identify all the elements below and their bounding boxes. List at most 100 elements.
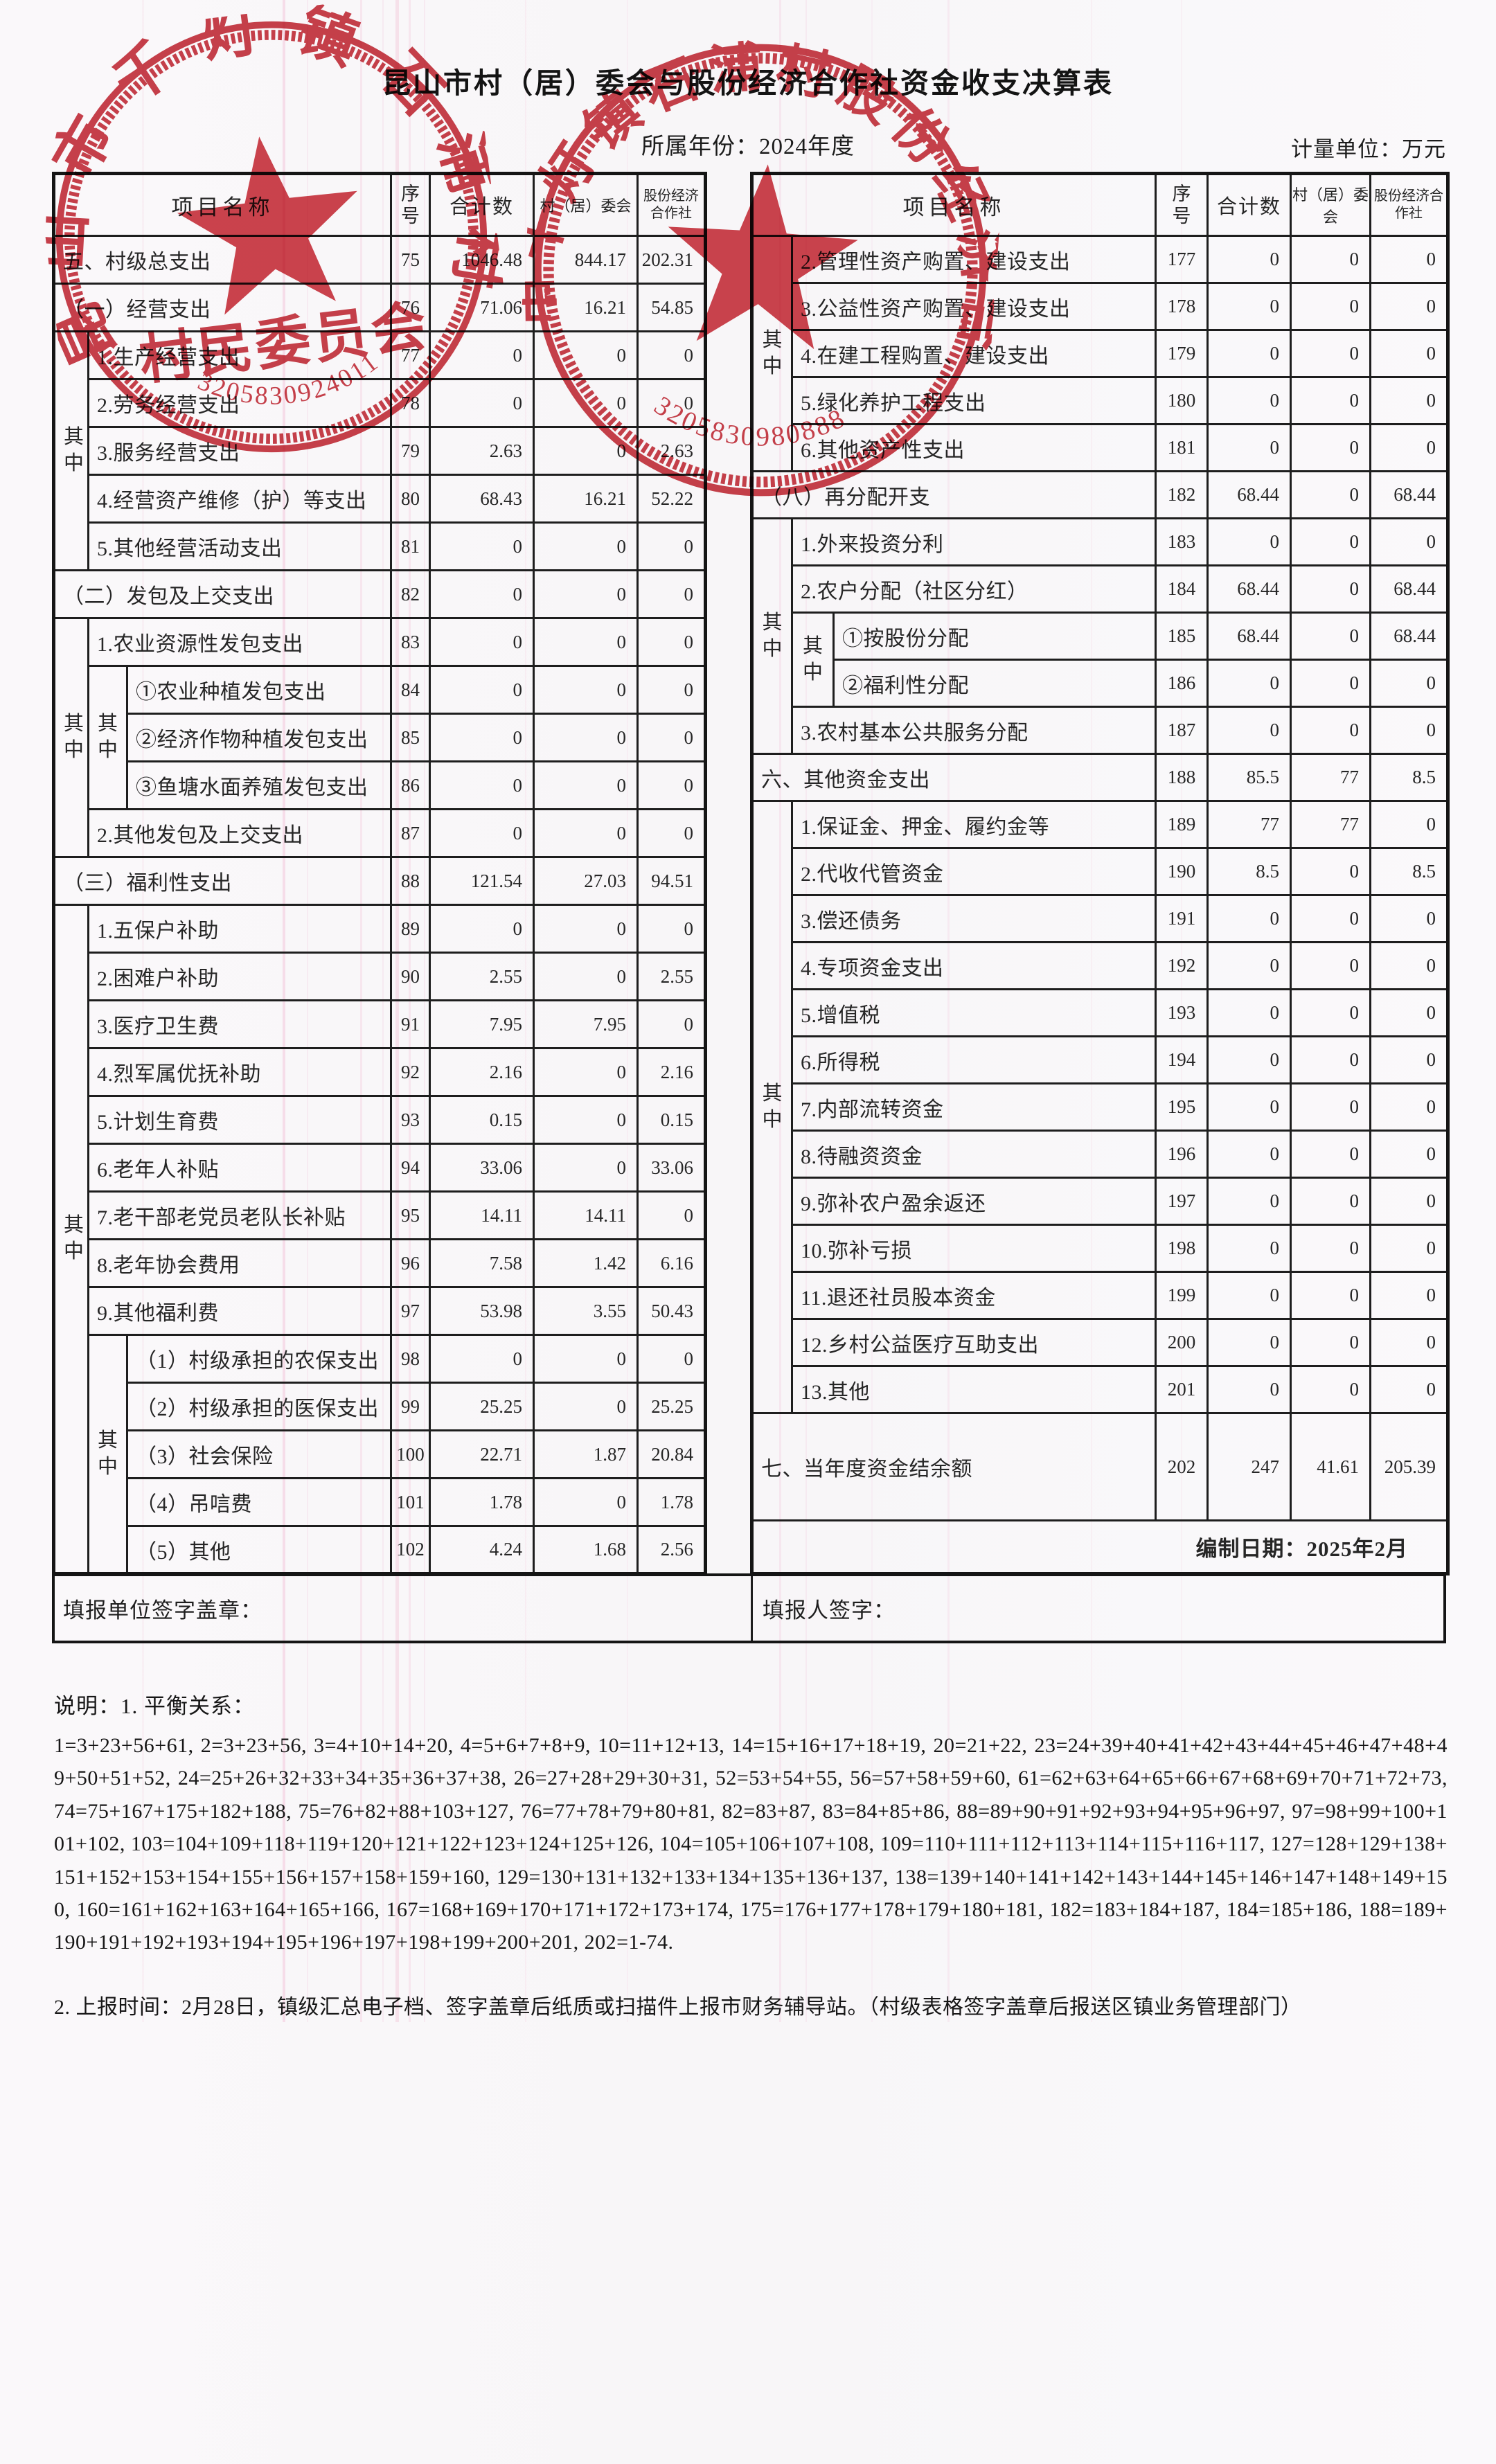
table-row: 其中 1.五保户补助 89 0 0 0 [53, 904, 707, 1575]
expenditure-table-left: 项目名称 序号 合计数 村（居）委会 股份经济合作社 五、村级总支出751046… [52, 172, 708, 1575]
cell-total: 7.58 [429, 1238, 535, 1288]
col-header-coop: 股份经济合作社 [1369, 172, 1450, 237]
cell-seq: 100 [390, 1429, 431, 1479]
cell-total: 0 [429, 378, 535, 428]
cell-seq: 102 [390, 1525, 431, 1575]
cell-seq: 98 [390, 1334, 431, 1384]
stamp-village-committee: 昆山市千灯镇石浦村 村民委员会 3205830924011 [21, 0, 522, 453]
item-name: 1.外来投资分利 [790, 517, 1157, 566]
sign-person-label: 填报人签字： [763, 1598, 896, 1623]
col-header-committee: 村（居）委会 [1290, 172, 1372, 237]
item-name: （一）经营支出 [52, 283, 393, 332]
cell-seq: 95 [390, 1190, 431, 1240]
table-row: （二）发包及上交支出 82 0 0 0 [52, 569, 707, 619]
stamp-ring-rope [64, 30, 479, 444]
item-name: 六、其他资金支出 [750, 753, 1157, 802]
cell-committee: 0 [1290, 470, 1372, 519]
table-row: 7.老干部老党员老队长补贴 95 14.11 14.11 0 [54, 1190, 707, 1240]
group-label-qizhong: 其中 [791, 611, 835, 708]
cell-committee: 0 [533, 808, 639, 858]
cell-seq: 183 [1155, 517, 1209, 566]
cell-total: 33.06 [429, 1143, 535, 1193]
table-header-row: 项目名称 序号 合计数 村（居）委会 股份经济合作社 [750, 172, 1450, 237]
cell-total: 0 [1206, 659, 1292, 708]
cell-coop: 1.78 [636, 1477, 707, 1527]
table-row: 11.退还社员股本资金 199 0 0 0 [752, 1271, 1450, 1320]
cell-total: 0 [429, 760, 535, 810]
cell-total: 0 [429, 521, 535, 571]
table-row: 12.乡村公益医疗互助支出 200 0 0 0 [752, 1318, 1450, 1367]
table-row: 编制日期：2025年2月 [750, 1519, 1450, 1575]
fiscal-year-label: 所属年份：2024年度 [641, 134, 855, 159]
cell-seq: 177 [1155, 235, 1209, 284]
item-name: ①按股份分配 [832, 611, 1157, 661]
stamp-ring-rope [543, 53, 978, 488]
group-label-qizhong: 其中 [87, 1334, 128, 1575]
item-name: 2.困难户补助 [87, 952, 393, 1001]
cell-coop: 0 [1369, 376, 1450, 425]
cell-coop: 0 [1369, 1082, 1450, 1132]
cell-coop: 50.43 [636, 1286, 707, 1336]
table-row: （八）再分配开支 182 68.44 0 68.44 [750, 470, 1450, 519]
cell-coop: 2.55 [636, 952, 707, 1001]
cell-seq: 89 [390, 904, 431, 954]
cell-coop: 0 [636, 999, 707, 1049]
cell-committee: 0 [1290, 1224, 1372, 1273]
cell-seq: 99 [390, 1382, 431, 1431]
cell-seq: 97 [390, 1286, 431, 1336]
col-header-name: 项目名称 [750, 172, 1157, 237]
cell-total: 0 [1206, 517, 1292, 566]
item-name: ②福利性分配 [832, 659, 1157, 708]
cell-seq: 198 [1155, 1224, 1209, 1273]
cell-total: 4.24 [429, 1525, 535, 1575]
cell-seq: 79 [390, 426, 431, 476]
cell-coop: 68.44 [1369, 470, 1450, 519]
item-name: 3.医疗卫生费 [87, 999, 393, 1049]
cell-total: 22.71 [429, 1429, 535, 1479]
cell-seq: 92 [390, 1047, 431, 1097]
cell-committee: 41.61 [1290, 1412, 1372, 1521]
cell-seq: 88 [390, 856, 431, 906]
table-row: 2.代收代管资金 190 8.5 0 8.5 [752, 847, 1450, 896]
cell-total: 14.11 [429, 1190, 535, 1240]
table-row: （5）其他 102 4.24 1.68 2.56 [54, 1525, 707, 1575]
notes-heading: 说明：1. 平衡关系： [54, 1694, 255, 1718]
cell-seq: 194 [1155, 1035, 1209, 1084]
cell-total: 25.25 [429, 1382, 535, 1431]
item-name: 五、村级总支出 [52, 235, 393, 285]
cell-seq: 193 [1155, 988, 1209, 1037]
cell-seq: 179 [1155, 329, 1209, 378]
table-row: 其中 ①农业种植发包支出 84 0 0 0 [54, 665, 707, 810]
cell-coop: 0 [636, 569, 707, 619]
cell-total: 1.78 [429, 1477, 535, 1527]
cell-coop: 0 [1369, 706, 1450, 755]
cell-total: 0 [429, 665, 535, 715]
item-name: 7.内部流转资金 [790, 1082, 1157, 1132]
item-name: （二）发包及上交支出 [52, 569, 393, 619]
cell-committee: 0 [1290, 941, 1372, 990]
cell-committee: 0 [533, 760, 639, 810]
cell-coop: 0 [1369, 517, 1450, 566]
cell-seq: 80 [390, 474, 431, 524]
table-row: 6.所得税 194 0 0 0 [752, 1035, 1450, 1084]
table-row: 3.偿还债务 191 0 0 0 [752, 894, 1450, 943]
cell-seq: 190 [1155, 847, 1209, 896]
table-row: 其中 2.管理性资产购置、建设支出 177 0 0 0 [751, 235, 1450, 472]
item-name: 11.退还社员股本资金 [790, 1271, 1157, 1320]
item-name: 七、当年度资金结余额 [750, 1412, 1157, 1521]
cell-total: 0 [1206, 282, 1292, 331]
cell-committee: 0 [1290, 988, 1372, 1037]
cell-coop: 54.85 [636, 283, 707, 332]
cell-seq: 96 [390, 1238, 431, 1288]
cell-total: 0 [429, 617, 535, 667]
cell-seq: 201 [1155, 1365, 1209, 1414]
item-name: 1.保证金、押金、履约金等 [790, 800, 1157, 849]
cell-coop: 0 [636, 330, 707, 380]
cell-committee: 0 [1290, 1130, 1372, 1179]
cell-seq: 202 [1155, 1412, 1209, 1521]
table-row: （三）福利性支出 88 121.54 27.03 94.51 [52, 856, 707, 906]
group-label-qizhong: 其中 [87, 665, 128, 810]
cell-total: 85.5 [1206, 753, 1292, 802]
cell-committee: 0 [533, 569, 639, 619]
